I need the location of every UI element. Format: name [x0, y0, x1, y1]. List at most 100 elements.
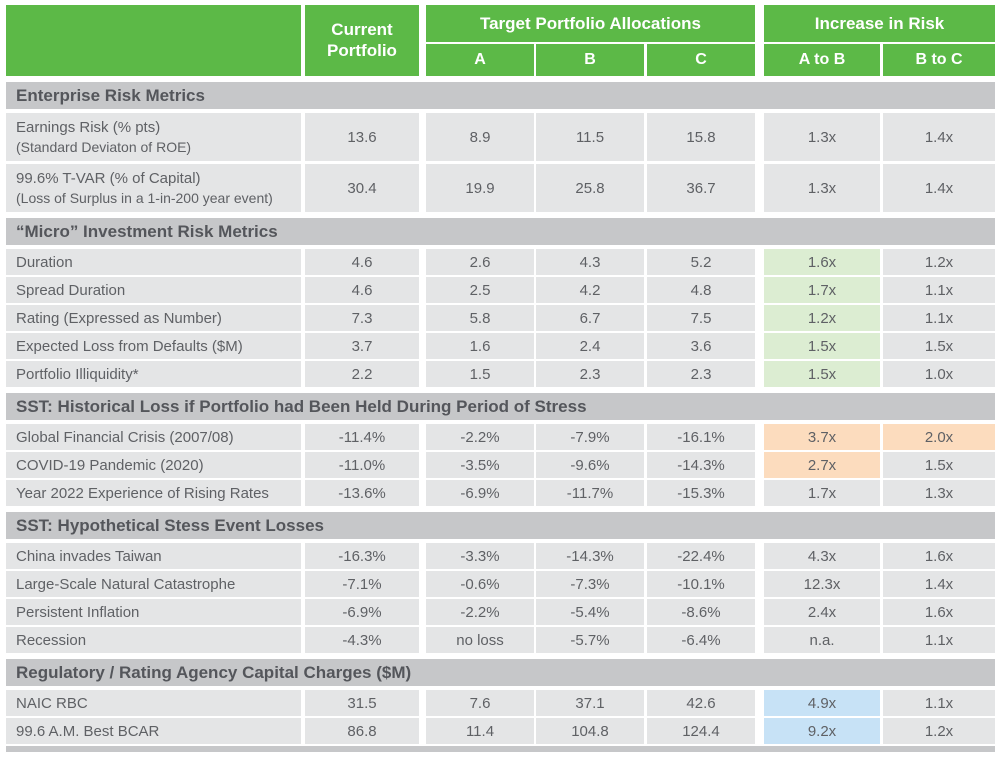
- cell-a-to-b: 1.7x: [764, 277, 880, 303]
- row-label: Year 2022 Experience of Rising Rates: [6, 480, 301, 506]
- cell-b-to-c: 1.1x: [883, 690, 995, 716]
- cell-current: -4.3%: [305, 627, 419, 653]
- cell-current: -7.1%: [305, 571, 419, 597]
- cell-c: -10.1%: [647, 571, 755, 597]
- table-row: Persistent Inflation -6.9% -2.2% -5.4% -8.6%…: [6, 599, 995, 625]
- cell-a: -0.6%: [426, 571, 534, 597]
- cell-a-to-b: 1.5x: [764, 361, 880, 387]
- table-row: COVID-19 Pandemic (2020) -11.0% -3.5% -9.6%…: [6, 452, 995, 478]
- table-row: Rating (Expressed as Number) 7.3 5.8 6.7 7.5…: [6, 305, 995, 331]
- section-header: SST: Historical Loss if Portfolio had Be…: [6, 393, 995, 420]
- cell-a-to-b: 1.2x: [764, 305, 880, 331]
- cell-b-to-c: 1.2x: [883, 718, 995, 744]
- cell-current: 7.3: [305, 305, 419, 331]
- cell-a: 2.6: [426, 249, 534, 275]
- cell-a: 7.6: [426, 690, 534, 716]
- cell-current: 4.6: [305, 277, 419, 303]
- section-title: Regulatory / Rating Agency Capital Charg…: [16, 662, 412, 682]
- cell-b-to-c: 1.6x: [883, 543, 995, 569]
- row-label-line2: (Loss of Surplus in a 1-in-200 year even…: [16, 189, 273, 206]
- cell-a-to-b: 4.3x: [764, 543, 880, 569]
- row-label-line1: 99.6% T-VAR (% of Capital): [16, 170, 201, 188]
- table-row: Year 2022 Experience of Rising Rates -13.…: [6, 480, 995, 506]
- section-header: Enterprise Risk Metrics: [6, 82, 995, 109]
- cell-a-to-b: 12.3x: [764, 571, 880, 597]
- cell-b: 11.5: [536, 113, 644, 161]
- cell-a: -6.9%: [426, 480, 534, 506]
- header-spacer: [6, 5, 301, 76]
- bottom-band: [6, 746, 995, 752]
- table-row: Earnings Risk (% pts) (Standard Deviaton …: [6, 113, 995, 161]
- table-row: 99.6 A.M. Best BCAR 86.8 11.4 104.8 124.4 9.2…: [6, 718, 995, 744]
- row-label: Global Financial Crisis (2007/08): [6, 424, 301, 450]
- row-label-line1: Earnings Risk (% pts): [16, 119, 161, 137]
- cell-c: 42.6: [647, 690, 755, 716]
- row-label: 99.6% T-VAR (% of Capital) (Loss of Surpl…: [6, 164, 301, 212]
- cell-c: 3.6: [647, 333, 755, 359]
- cell-a: no loss: [426, 627, 534, 653]
- table-row: Global Financial Crisis (2007/08) -11.4% -…: [6, 424, 995, 450]
- cell-a-to-b: 1.5x: [764, 333, 880, 359]
- cell-b: -14.3%: [536, 543, 644, 569]
- section-title: SST: Hypothetical Stess Event Losses: [16, 515, 324, 535]
- table-header: Current Portfolio Target Portfolio Alloc…: [6, 5, 995, 76]
- cell-c: 15.8: [647, 113, 755, 161]
- table-row: Large-Scale Natural Catastrophe -7.1% -0.6…: [6, 571, 995, 597]
- cell-current: -6.9%: [305, 599, 419, 625]
- cell-b-to-c: 1.1x: [883, 277, 995, 303]
- row-label: Duration: [6, 249, 301, 275]
- section-header: SST: Hypothetical Stess Event Losses: [6, 512, 995, 539]
- row-label: NAIC RBC: [6, 690, 301, 716]
- row-label: Persistent Inflation: [6, 599, 301, 625]
- cell-a-to-b: 4.9x: [764, 690, 880, 716]
- row-label: Large-Scale Natural Catastrophe: [6, 571, 301, 597]
- cell-b: -7.3%: [536, 571, 644, 597]
- cell-current: 86.8: [305, 718, 419, 744]
- column-group-target-allocations: Target Portfolio Allocations: [426, 5, 755, 42]
- cell-c: -16.1%: [647, 424, 755, 450]
- table-row: Expected Loss from Defaults ($M) 3.7 1.6 2.…: [6, 333, 995, 359]
- cell-c: 4.8: [647, 277, 755, 303]
- row-label-line2: (Standard Deviaton of ROE): [16, 138, 192, 155]
- cell-a: -2.2%: [426, 599, 534, 625]
- column-header-c: C: [647, 42, 755, 76]
- cell-a: 5.8: [426, 305, 534, 331]
- cell-b: -5.4%: [536, 599, 644, 625]
- column-header-a: A: [426, 42, 534, 76]
- cell-b-to-c: 1.2x: [883, 249, 995, 275]
- cell-a: 1.5: [426, 361, 534, 387]
- row-label: Portfolio Illiquidity*: [6, 361, 301, 387]
- cell-a-to-b: 3.7x: [764, 424, 880, 450]
- cell-current: -13.6%: [305, 480, 419, 506]
- cell-current: 2.2: [305, 361, 419, 387]
- cell-a-to-b: 1.7x: [764, 480, 880, 506]
- cell-a: 2.5: [426, 277, 534, 303]
- row-label: Earnings Risk (% pts) (Standard Deviaton …: [6, 113, 301, 161]
- table-row: Spread Duration 4.6 2.5 4.2 4.8 1.7x 1.1x: [6, 277, 995, 303]
- cell-current: -11.4%: [305, 424, 419, 450]
- column-header-current-portfolio: Current Portfolio: [305, 5, 419, 76]
- cell-a-to-b: 1.3x: [764, 164, 880, 212]
- row-label: COVID-19 Pandemic (2020): [6, 452, 301, 478]
- cell-b: 4.2: [536, 277, 644, 303]
- cell-b-to-c: 1.4x: [883, 571, 995, 597]
- cell-current: 3.7: [305, 333, 419, 359]
- cell-b-to-c: 1.1x: [883, 627, 995, 653]
- cell-c: 5.2: [647, 249, 755, 275]
- cell-b-to-c: 1.3x: [883, 480, 995, 506]
- cell-a-to-b: 9.2x: [764, 718, 880, 744]
- row-label: Spread Duration: [6, 277, 301, 303]
- cell-c: -14.3%: [647, 452, 755, 478]
- cell-a-to-b: n.a.: [764, 627, 880, 653]
- section-title: Enterprise Risk Metrics: [16, 85, 205, 105]
- cell-current: 30.4: [305, 164, 419, 212]
- cell-a: -3.3%: [426, 543, 534, 569]
- cell-current: -11.0%: [305, 452, 419, 478]
- cell-c: 36.7: [647, 164, 755, 212]
- row-label: Expected Loss from Defaults ($M): [6, 333, 301, 359]
- column-header-b-to-c: B to C: [883, 42, 995, 76]
- cell-b-to-c: 1.1x: [883, 305, 995, 331]
- cell-b-to-c: 1.6x: [883, 599, 995, 625]
- cell-a: 1.6: [426, 333, 534, 359]
- table-row: Portfolio Illiquidity* 2.2 1.5 2.3 2.3 1.5x 1.…: [6, 361, 995, 387]
